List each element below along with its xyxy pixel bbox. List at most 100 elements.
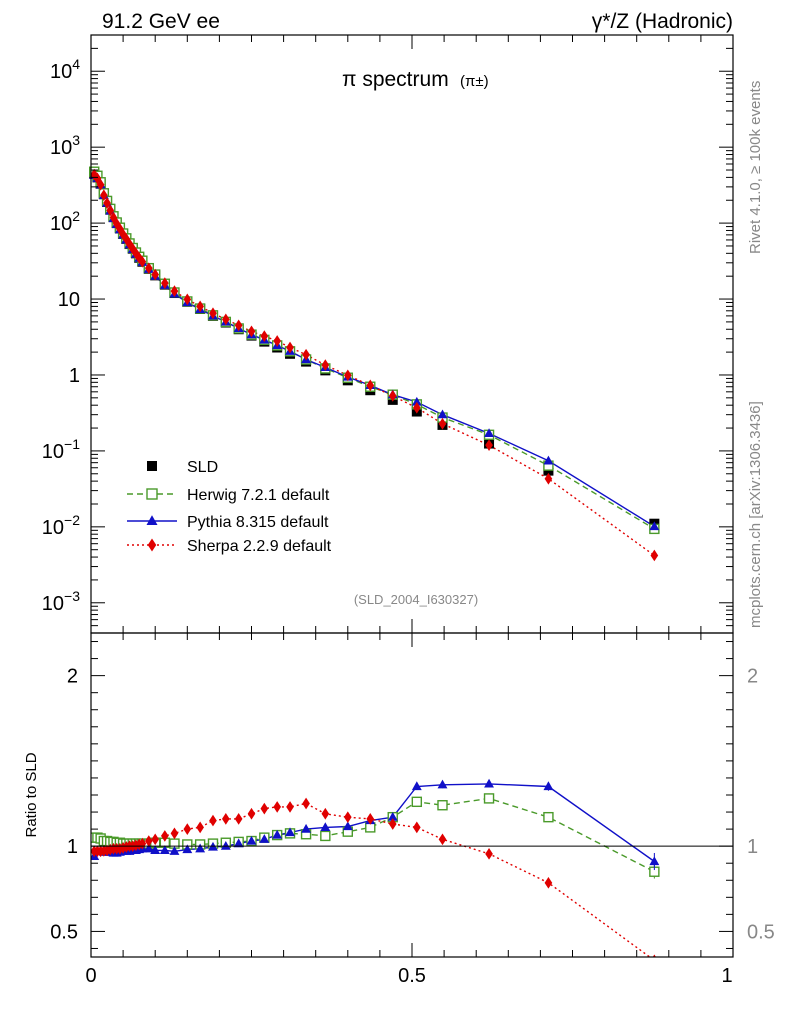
y-tick-label: 1 [69,365,80,387]
y-tick-label: 103 [50,132,80,159]
ratio-point-sherpa [247,807,256,820]
ratio-point-pythia [246,835,257,845]
plot-title-subscript: (π±) [460,73,489,90]
ratio-point-pythia [437,779,448,789]
main-point-sherpa [343,369,352,382]
main-point-sherpa [302,348,310,361]
ratio-point-pythia [150,845,161,855]
main-point-sherpa [544,472,553,485]
ratio-point-sherpa [260,802,269,815]
main-point-sherpa [234,319,243,332]
ratio-point-sherpa [544,876,553,889]
ratio-y-tick-label-right: 2 [747,666,758,688]
ratio-y-tick-label-left: 2 [67,666,78,688]
ratio-y-tick-label-right: 1 [747,836,758,858]
ratio-point-sherpa [151,833,160,846]
main-point-sherpa [151,268,160,281]
ratio-point-sherpa [412,821,421,834]
main-point-pythia [484,428,494,438]
ratio-point-pythia [411,781,422,791]
ratio-y-axis-labels: 2 2 1 1 0.5 0.5 [50,666,775,944]
ratio-point-sherpa [183,823,192,835]
main-point-sherpa [106,204,115,217]
ratio-point-sherpa [302,797,310,810]
ratio-point-pythia [484,778,494,788]
ratio-point-pythia [220,840,231,850]
main-point-sherpa [260,330,269,342]
main-point-sherpa [438,417,447,430]
main-point-sherpa [273,335,282,347]
y-tick-label: 102 [50,208,80,235]
main-line-pythia [93,174,655,528]
ratio-point-pythia [543,781,554,791]
main-point-sherpa [366,379,375,392]
ratio-point-pythia [259,834,270,843]
main-point-pythia [437,409,448,419]
ratio-point-sherpa [273,801,282,813]
ratio-point-sherpa [170,827,179,840]
ratio-point-sherpa [485,847,493,860]
x-tick-label: 0.5 [398,965,426,987]
ratio-y-axis-title: Ratio to SLD [23,752,40,837]
main-y-axis-ticks [91,34,733,634]
main-point-sherpa [100,189,108,202]
main-point-sherpa [412,401,421,414]
ratio-y-tick-label-left: 0.5 [50,921,78,943]
main-point-sherpa [93,172,102,185]
process-label: γ*/Z (Hadronic) [592,10,733,33]
ratio-point-pythia [169,846,180,855]
ratio-point-pythia [285,827,295,837]
main-point-pythia [543,455,554,465]
ratio-point-pythia [159,845,170,855]
main-line-sherpa [93,174,655,557]
ratio-point-sherpa [388,818,397,830]
main-point-sherpa [388,390,397,402]
ratio-point-sherpa [196,821,204,834]
x-tick-label: 1 [721,965,732,987]
ratio-point-herwig [411,796,423,808]
main-point-sherpa [96,178,105,191]
ratio-point-pythia [195,843,206,853]
ratio-point-sherpa [652,954,656,957]
main-point-pythia [649,521,660,531]
main-point-pythia [411,396,422,406]
x-tick-label: 0 [85,965,96,987]
ratio-point-sherpa [138,837,147,850]
y-tick-label: 10−3 [42,588,80,615]
main-x-axis-ticks [90,35,734,633]
ratio-point-pythia [182,844,193,854]
ratio-point-pythia [649,856,660,866]
legend-label-herwig: Herwig 7.2.1 default [187,487,330,504]
ratio-point-pythia [387,811,398,821]
main-line-herwig [93,171,655,530]
ratio-point-sherpa [343,811,352,824]
main-point-sherpa [103,197,111,209]
ratio-point-sherpa [234,813,243,825]
ratio-point-herwig [437,800,448,811]
ratio-point-herwig [543,811,554,823]
main-point-sherpa [209,307,217,320]
legend-marker-pythia [146,515,158,525]
ratio-point-sherpa [209,814,217,827]
ratio-point-sherpa [144,835,153,847]
legend-marker-herwig [146,488,158,500]
ratio-y-tick-label-left: 1 [67,836,78,858]
legend-marker-sld [147,461,157,471]
ratio-point-sherpa [286,801,294,813]
ratio-y-axis-ticks [91,641,733,949]
ratio-point-sherpa [321,807,330,820]
ratio-point-pythia [233,838,244,848]
ratio-point-pythia [320,822,331,831]
main-series-lines [93,171,655,557]
x-axis-labels: 0 0.5 1 [85,965,732,987]
energy-label: 91.2 GeV ee [102,10,220,33]
mcplots-source-label: mcplots.cern.ch [arXiv:1306.3436] [747,401,764,628]
main-point-sherpa [119,228,127,241]
ratio-point-pythia [342,821,353,831]
main-point-sherpa [161,277,169,289]
y-tick-label: 10−1 [42,436,80,463]
main-point-sherpa [135,251,143,264]
main-point-sherpa [650,549,659,562]
main-point-sherpa [321,359,330,371]
